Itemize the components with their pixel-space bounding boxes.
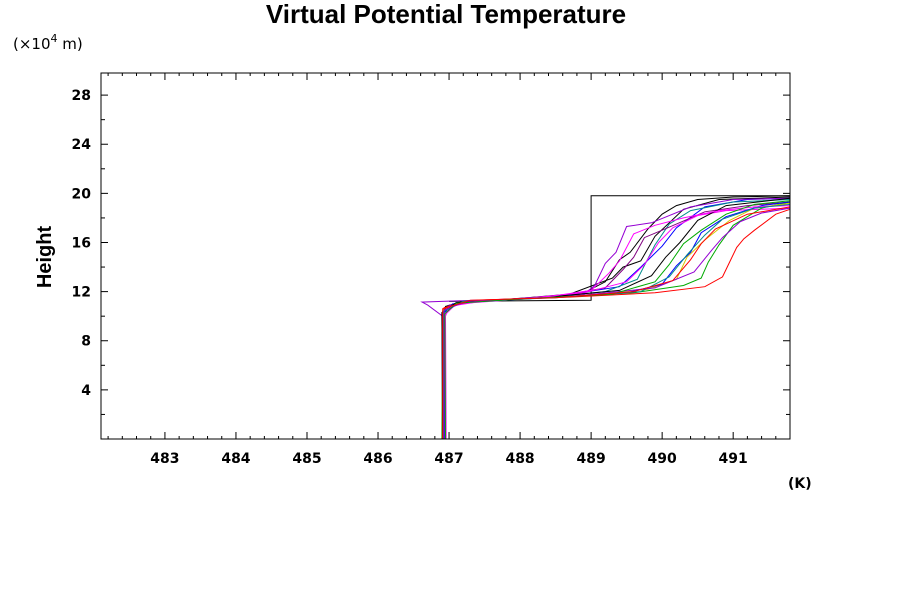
- y-tick-label: 20: [72, 186, 92, 202]
- x-tick-label: 485: [292, 451, 321, 467]
- x-tick-label: 488: [505, 451, 534, 467]
- series-line-17: [444, 200, 791, 440]
- series-line-18: [442, 206, 791, 439]
- series-line-12: [443, 201, 791, 440]
- y-axis-unit: (×104 m): [13, 32, 83, 53]
- series-line-7: [442, 201, 791, 439]
- series-line-13: [441, 197, 791, 440]
- series-line-6: [420, 197, 791, 440]
- y-tick-label: 24: [72, 137, 92, 153]
- x-tick-label: 483: [150, 451, 179, 467]
- series-line-8: [444, 207, 791, 440]
- y-tick-label: 12: [72, 285, 91, 301]
- x-axis-unit: (K): [788, 476, 812, 492]
- x-tick-label: 489: [576, 451, 605, 467]
- series-line-3: [449, 195, 790, 302]
- y-tick-label: 4: [81, 383, 91, 399]
- series-line-15: [442, 203, 791, 439]
- series-line-1: [442, 195, 791, 440]
- x-tick-label: 487: [434, 451, 463, 467]
- series-layer: [420, 195, 791, 440]
- axis-ticks: 483 484 485 486 487 488 489 490 491 4 8 12 16 20 24 28: [72, 73, 791, 467]
- series-line-14: [444, 205, 791, 440]
- series-line-10: [442, 202, 791, 439]
- x-tick-label: 484: [221, 451, 250, 467]
- chart-title: Virtual Potential Temperature: [266, 0, 626, 29]
- x-tick-label: 490: [648, 451, 677, 467]
- x-tick-label: 491: [719, 451, 748, 467]
- series-line-11: [443, 208, 791, 439]
- x-tick-label: 486: [363, 451, 392, 467]
- series-line-5: [443, 199, 791, 440]
- plot-frame: [100, 72, 791, 440]
- y-axis-label: Height: [34, 226, 56, 289]
- series-line-16: [443, 207, 791, 439]
- y-tick-label: 8: [81, 334, 91, 350]
- series-line-2: [443, 196, 791, 439]
- series-line-4: [441, 197, 791, 440]
- series-line-9: [441, 201, 791, 440]
- y-tick-label: 16: [72, 235, 91, 251]
- y-tick-label: 28: [72, 88, 91, 104]
